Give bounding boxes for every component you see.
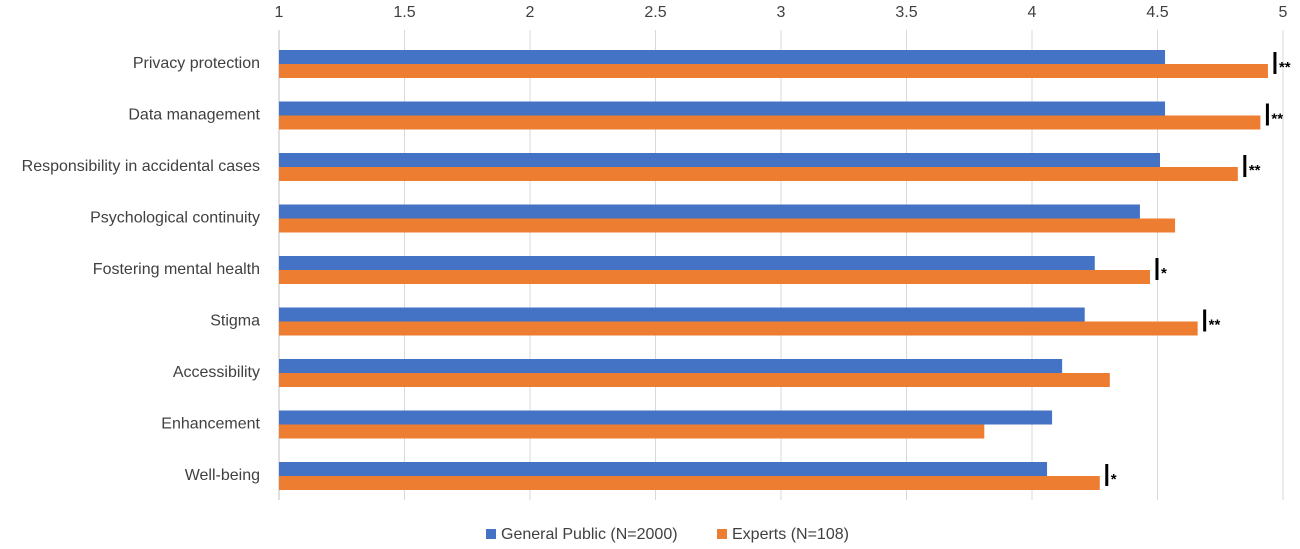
significance-label: ** (1279, 59, 1291, 76)
bar (279, 410, 1053, 425)
bar (279, 115, 1261, 130)
x-tick-label: 2.5 (644, 4, 666, 21)
y-tick-label: Data management (128, 107, 260, 124)
x-tick-label: 3 (777, 4, 786, 21)
significance-label: * (1161, 265, 1167, 282)
significance-label: ** (1249, 162, 1261, 179)
legend-label: General Public (N=2000) (501, 526, 678, 543)
bar (279, 256, 1095, 270)
legend-swatch (717, 529, 727, 539)
bar (279, 462, 1048, 476)
bar (279, 321, 1198, 336)
bar (279, 153, 1161, 167)
bar (279, 359, 1063, 373)
x-tick-label: 4 (1028, 4, 1037, 21)
x-tick-label: 4.5 (1146, 4, 1168, 21)
bar (279, 307, 1085, 322)
significance-label: * (1111, 471, 1117, 488)
bar (279, 50, 1166, 64)
x-tick-label: 1 (275, 4, 284, 21)
y-tick-label: Psychological continuity (90, 210, 260, 227)
y-tick-label: Privacy protection (133, 55, 260, 72)
bar (279, 101, 1166, 116)
x-tick-label: 3.5 (895, 4, 917, 21)
bar (279, 476, 1100, 490)
legend-swatch (486, 529, 496, 539)
significance-label: ** (1209, 316, 1221, 333)
bar (279, 167, 1238, 181)
x-tick-label: 1.5 (393, 4, 415, 21)
y-tick-label: Well-being (185, 467, 260, 484)
bar (279, 204, 1140, 219)
y-tick-label: Accessibility (173, 364, 260, 381)
bar (279, 64, 1268, 78)
y-tick-label: Fostering mental health (93, 261, 260, 278)
x-tick-label: 5 (1279, 4, 1288, 21)
legend-label: Experts (N=108) (732, 526, 849, 543)
y-tick-label: Stigma (210, 313, 260, 330)
y-tick-label: Enhancement (161, 416, 260, 433)
bar (279, 424, 985, 439)
x-tick-label: 2 (526, 4, 535, 21)
bar (279, 270, 1150, 284)
bar (279, 373, 1110, 387)
y-tick-label: Responsibility in accidental cases (22, 158, 260, 175)
significance-label: ** (1271, 110, 1283, 127)
bar (279, 218, 1176, 233)
